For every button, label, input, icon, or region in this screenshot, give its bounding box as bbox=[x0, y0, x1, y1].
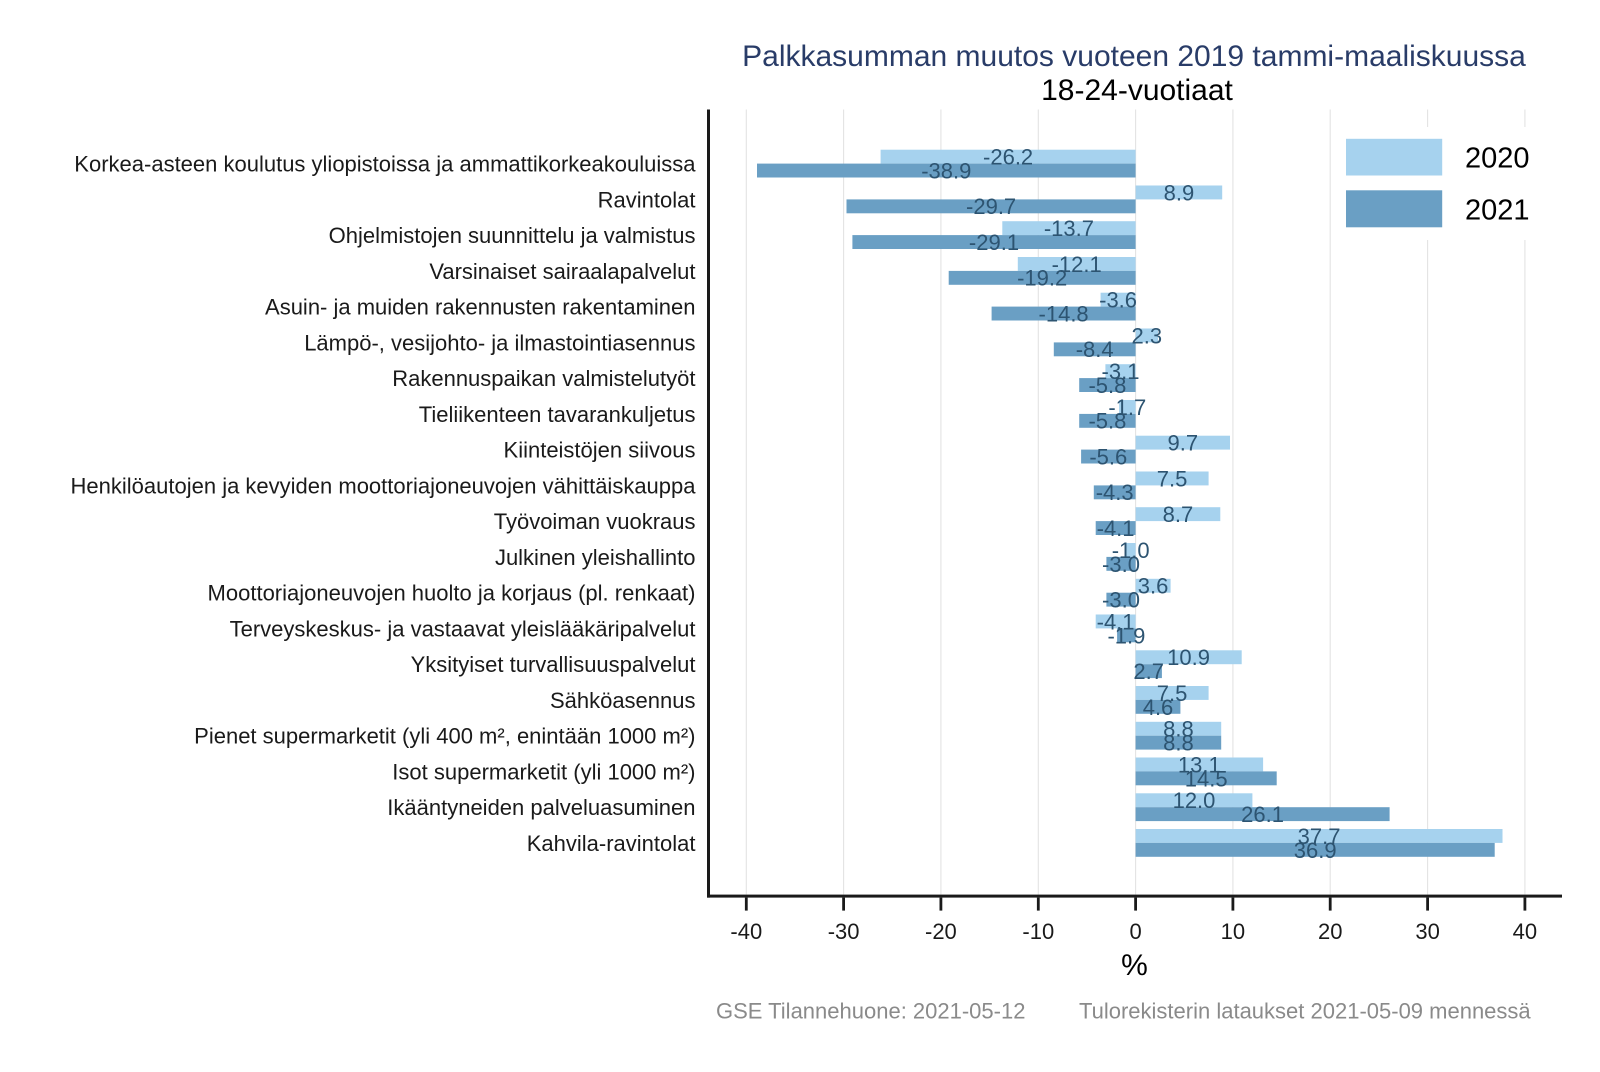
svg-text:2021: 2021 bbox=[1465, 195, 1530, 227]
svg-text:-30: -30 bbox=[828, 919, 860, 944]
svg-text:-4.1: -4.1 bbox=[1097, 516, 1135, 541]
svg-text:Kahvila-ravintolat: Kahvila-ravintolat bbox=[527, 831, 696, 856]
svg-text:Rakennuspaikan valmistelutyöt: Rakennuspaikan valmistelutyöt bbox=[392, 366, 695, 391]
svg-text:0: 0 bbox=[1129, 919, 1141, 944]
svg-text:-3.1: -3.1 bbox=[1102, 359, 1140, 384]
svg-text:Lämpö-, vesijohto- ja ilmastoi: Lämpö-, vesijohto- ja ilmastointiasennus bbox=[304, 330, 695, 355]
svg-text:-10: -10 bbox=[1022, 919, 1054, 944]
svg-text:-1.9: -1.9 bbox=[1107, 623, 1145, 648]
svg-text:-1.7: -1.7 bbox=[1108, 395, 1146, 420]
svg-text:Palkkasumman muutos vuoteen 20: Palkkasumman muutos vuoteen 2019 tammi-m… bbox=[742, 40, 1526, 73]
svg-text:-26.2: -26.2 bbox=[983, 145, 1033, 170]
svg-text:-3.0: -3.0 bbox=[1102, 588, 1140, 613]
svg-text:12.0: 12.0 bbox=[1173, 788, 1216, 813]
svg-text:-19.2: -19.2 bbox=[1017, 266, 1067, 291]
svg-text:26.1: 26.1 bbox=[1241, 802, 1284, 827]
svg-text:Ohjelmistojen suunnittelu ja v: Ohjelmistojen suunnittelu ja valmistus bbox=[329, 223, 696, 248]
svg-text:Tulorekisterin lataukset 2021-: Tulorekisterin lataukset 2021-05-09 menn… bbox=[1079, 999, 1531, 1024]
svg-text:%: % bbox=[1121, 949, 1148, 982]
svg-text:-5.8: -5.8 bbox=[1088, 409, 1126, 434]
svg-text:-13.7: -13.7 bbox=[1044, 216, 1094, 241]
svg-text:-40: -40 bbox=[730, 919, 762, 944]
svg-text:-12.1: -12.1 bbox=[1052, 252, 1102, 277]
svg-text:-29.1: -29.1 bbox=[969, 230, 1019, 255]
svg-text:-4.3: -4.3 bbox=[1096, 480, 1134, 505]
svg-text:30: 30 bbox=[1415, 919, 1439, 944]
svg-text:10: 10 bbox=[1221, 919, 1245, 944]
svg-text:14.5: 14.5 bbox=[1185, 766, 1228, 791]
svg-text:Kiinteistöjen siivous: Kiinteistöjen siivous bbox=[504, 438, 696, 463]
svg-text:20: 20 bbox=[1318, 919, 1342, 944]
svg-text:18-24-vuotiaat: 18-24-vuotiaat bbox=[1041, 74, 1233, 107]
svg-text:-20: -20 bbox=[925, 919, 957, 944]
svg-text:-3.0: -3.0 bbox=[1102, 552, 1140, 577]
svg-text:-8.4: -8.4 bbox=[1076, 337, 1114, 362]
svg-text:2.3: 2.3 bbox=[1132, 323, 1163, 348]
svg-text:-5.8: -5.8 bbox=[1088, 373, 1126, 398]
svg-text:13.1: 13.1 bbox=[1178, 752, 1221, 777]
svg-text:3.6: 3.6 bbox=[1138, 574, 1169, 599]
svg-text:Isot supermarketit (yli 1000 m: Isot supermarketit (yli 1000 m²) bbox=[392, 759, 695, 784]
svg-text:Ikääntyneiden palveluasuminen: Ikääntyneiden palveluasuminen bbox=[387, 795, 695, 820]
svg-text:10.9: 10.9 bbox=[1167, 645, 1210, 670]
svg-text:Korkea-asteen koulutus yliopis: Korkea-asteen koulutus yliopistoissa ja … bbox=[74, 152, 696, 177]
svg-text:-38.9: -38.9 bbox=[921, 158, 971, 183]
svg-text:2.7: 2.7 bbox=[1133, 659, 1164, 684]
svg-text:4.6: 4.6 bbox=[1143, 695, 1174, 720]
svg-text:7.5: 7.5 bbox=[1157, 466, 1188, 491]
svg-text:2020: 2020 bbox=[1465, 143, 1530, 175]
svg-text:GSE Tilannehuone: 2021-05-12: GSE Tilannehuone: 2021-05-12 bbox=[716, 999, 1025, 1024]
svg-text:-1.0: -1.0 bbox=[1112, 538, 1150, 563]
svg-text:36.9: 36.9 bbox=[1294, 838, 1337, 863]
svg-text:8.9: 8.9 bbox=[1164, 180, 1195, 205]
svg-text:9.7: 9.7 bbox=[1168, 431, 1199, 456]
svg-text:-4.1: -4.1 bbox=[1097, 609, 1135, 634]
svg-text:Julkinen yleishallinto: Julkinen yleishallinto bbox=[495, 545, 696, 570]
svg-text:-5.6: -5.6 bbox=[1089, 445, 1127, 470]
svg-text:Pienet supermarketit (yli 400: Pienet supermarketit (yli 400 m², enintä… bbox=[194, 724, 695, 749]
svg-text:40: 40 bbox=[1513, 919, 1537, 944]
svg-text:8.8: 8.8 bbox=[1163, 731, 1194, 756]
svg-text:Moottoriajoneuvojen huolto ja: Moottoriajoneuvojen huolto ja korjaus (p… bbox=[208, 581, 696, 606]
svg-text:Ravintolat: Ravintolat bbox=[598, 187, 696, 212]
svg-text:Henkilöautojen ja kevyiden moo: Henkilöautojen ja kevyiden moottoriajone… bbox=[71, 473, 697, 498]
svg-text:Yksityiset turvallisuuspalvelu: Yksityiset turvallisuuspalvelut bbox=[411, 652, 696, 677]
svg-text:-14.8: -14.8 bbox=[1039, 302, 1089, 327]
svg-text:-3.6: -3.6 bbox=[1099, 288, 1137, 313]
svg-text:-29.7: -29.7 bbox=[966, 194, 1016, 219]
svg-text:Varsinaiset sairaalapalvelut: Varsinaiset sairaalapalvelut bbox=[429, 259, 695, 284]
svg-text:Terveyskeskus- ja vastaavat yl: Terveyskeskus- ja vastaavat yleislääkäri… bbox=[230, 616, 696, 641]
svg-text:7.5: 7.5 bbox=[1157, 681, 1188, 706]
svg-text:8.8: 8.8 bbox=[1163, 717, 1194, 742]
svg-text:Työvoiman vuokraus: Työvoiman vuokraus bbox=[494, 509, 696, 534]
svg-text:37.7: 37.7 bbox=[1298, 824, 1341, 849]
svg-text:Asuin- ja muiden rakennusten r: Asuin- ja muiden rakennusten rakentamine… bbox=[265, 295, 695, 320]
svg-text:Tieliikenteen tavarankuljetus: Tieliikenteen tavarankuljetus bbox=[419, 402, 696, 427]
svg-text:Sähköasennus: Sähköasennus bbox=[550, 688, 696, 713]
svg-text:8.7: 8.7 bbox=[1163, 502, 1194, 527]
